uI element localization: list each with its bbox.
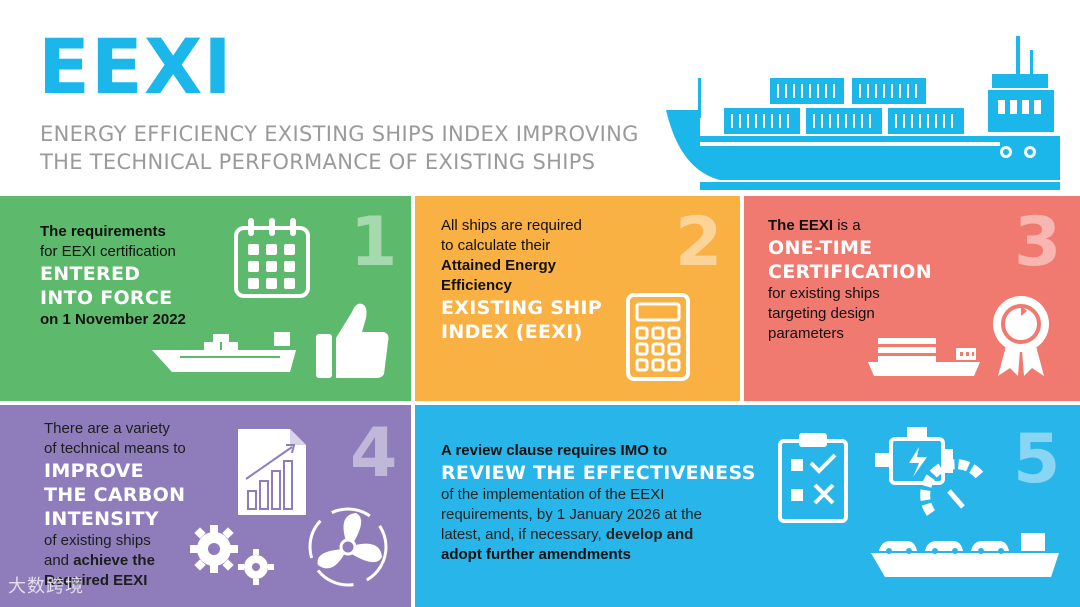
panel-attained-eexi: 2 All ships are required to calculate th… bbox=[415, 196, 740, 401]
panel-line: and bbox=[44, 552, 74, 569]
subtitle-line-2: THE TECHNICAL PERFORMANCE OF EXISTING SH… bbox=[40, 150, 596, 174]
container-ship-icon bbox=[666, 36, 1060, 190]
subtitle-line-1: ENERGY EFFICIENCY EXISTING SHIPS INDEX I… bbox=[40, 122, 639, 146]
panel-line: Efficiency bbox=[441, 277, 512, 294]
tanker-ship-icon bbox=[868, 338, 980, 376]
checklist-icon bbox=[778, 433, 848, 523]
panel-text: All ships are required to calculate thei… bbox=[441, 216, 602, 344]
panel-line-bold: A review clause requires IMO to bbox=[441, 442, 668, 459]
gears-icon bbox=[190, 525, 274, 585]
calculator-icon bbox=[626, 293, 690, 381]
panel-line: on 1 November 2022 bbox=[40, 311, 186, 328]
panel-highlight: REVIEW THE EFFECTIVENESS bbox=[441, 462, 756, 484]
panel-highlight: INDEX (EEXI) bbox=[441, 321, 583, 343]
panel-line: The requirements bbox=[40, 223, 166, 240]
panel-review-effectiveness: 5 A review clause requires IMO to REVIEW… bbox=[415, 405, 1080, 607]
panel-text: There are a variety of technical means t… bbox=[44, 419, 186, 591]
panel-highlight: ENTERED bbox=[40, 263, 141, 285]
panel-line-bold: achieve the bbox=[73, 552, 155, 569]
panel-highlight: INTENSITY bbox=[44, 508, 159, 530]
panel-text: The EEXI is a ONE-TIME CERTIFICATION for… bbox=[768, 216, 932, 344]
panel-line: of existing ships bbox=[44, 532, 151, 549]
panel-highlight: IMPROVE bbox=[44, 460, 144, 482]
growth-report-icon bbox=[238, 429, 306, 515]
certification-badge-icon bbox=[993, 296, 1049, 376]
panel-line: Attained Energy bbox=[441, 257, 557, 274]
panel-line: of technical means to bbox=[44, 440, 186, 457]
panel-number: 2 bbox=[675, 203, 723, 282]
calendar-icon bbox=[234, 218, 310, 298]
panel-number: 5 bbox=[1013, 420, 1061, 499]
panel-line: is a bbox=[833, 217, 861, 234]
panel-highlight: CERTIFICATION bbox=[768, 261, 932, 283]
watermark: 大数跨境 bbox=[8, 576, 84, 597]
car-carrier-ship-icon bbox=[871, 533, 1059, 577]
panel-line: There are a variety bbox=[44, 420, 170, 437]
thumbs-up-icon bbox=[316, 303, 389, 378]
cargo-ship-icon bbox=[152, 332, 296, 372]
panel-number: 3 bbox=[1014, 203, 1062, 282]
panel-line: targeting design bbox=[768, 305, 875, 322]
engine-gauge-icon bbox=[875, 427, 986, 516]
panel-highlight: EXISTING SHIP bbox=[441, 297, 603, 319]
panel-entered-into-force: 1 The requirements for EEXI certificatio… bbox=[0, 196, 411, 401]
panel-line-bold: Required EEXI bbox=[44, 572, 148, 589]
panel-line: for EEXI certification bbox=[40, 243, 176, 260]
panel-highlight: INTO FORCE bbox=[40, 287, 173, 309]
panel-number: 4 bbox=[350, 414, 398, 493]
panel-text: A review clause requires IMO to REVIEW T… bbox=[441, 441, 756, 565]
panel-line: All ships are required bbox=[441, 217, 582, 234]
panel-improve-carbon-intensity: 4 There are a variety of technical means… bbox=[0, 405, 411, 607]
panel-one-time-certification: 3 The EEXI is a ONE-TIME CERTIFICATION f… bbox=[744, 196, 1080, 401]
panel-line: latest, and, if necessary, bbox=[441, 526, 606, 543]
panel-text: The requirements for EEXI certification … bbox=[40, 222, 186, 330]
panel-highlight: THE CARBON bbox=[44, 484, 186, 506]
page-title: EEXI bbox=[38, 22, 233, 111]
panel-line-bold: The EEXI bbox=[768, 217, 834, 234]
propeller-icon bbox=[308, 507, 388, 587]
panel-line: requirements, by 1 January 2026 at the bbox=[441, 506, 702, 523]
panel-line-bold: develop and bbox=[605, 526, 694, 543]
panel-line: of the implementation of the EEXI bbox=[441, 486, 665, 503]
page-subtitle: ENERGY EFFICIENCY EXISTING SHIPS INDEX I… bbox=[40, 120, 680, 176]
panel-line: to calculate their bbox=[441, 237, 551, 254]
panel-number: 1 bbox=[350, 203, 398, 282]
panel-line: parameters bbox=[768, 325, 844, 342]
panel-line: for existing ships bbox=[768, 285, 880, 302]
panel-highlight: ONE-TIME bbox=[768, 237, 873, 259]
panel-line-bold: adopt further amendments bbox=[441, 546, 632, 563]
